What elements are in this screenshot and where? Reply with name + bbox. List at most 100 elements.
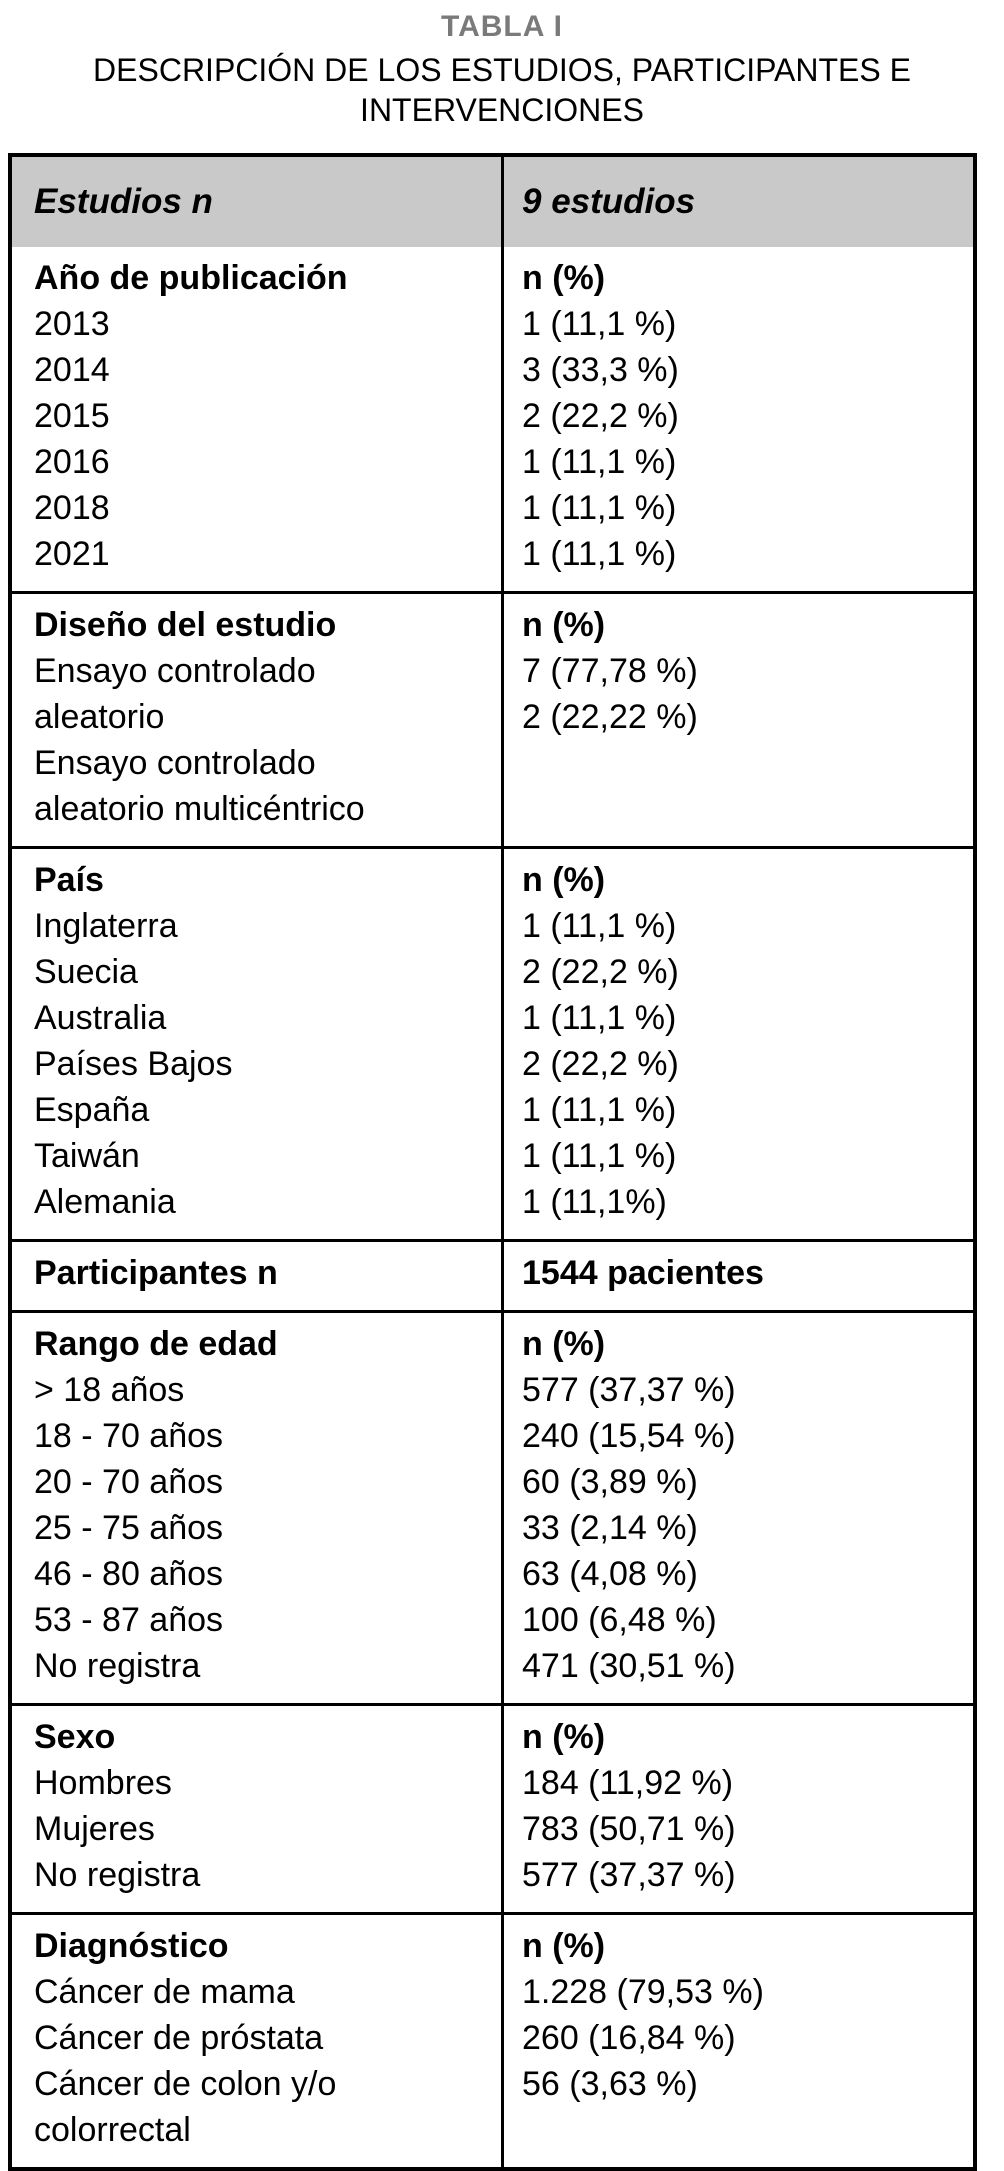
pais-right-line-6: 1 (11,1 %) xyxy=(522,1136,677,1175)
diagnostico-left-line-3: Cáncer de colon y/o xyxy=(34,2064,337,2103)
diagnostico-left-line-4: colorrectal xyxy=(34,2110,191,2149)
diseno-estudio-right-line-0: n (%) xyxy=(522,605,606,644)
rango-edad-left-line-5: 46 - 80 años xyxy=(34,1554,224,1593)
rango-edad-right-line-6: 100 (6,48 %) xyxy=(522,1600,717,1639)
pais-right-line-0: n (%) xyxy=(522,860,606,899)
anio-publicacion-left-line-2: 2014 xyxy=(34,350,110,389)
sexo-right-line-0: n (%) xyxy=(522,1717,606,1756)
sexo-left-line-3: No registra xyxy=(34,1855,201,1894)
diseno-estudio-left-cell: Diseño del estudio Ensayo controlado aleat… xyxy=(12,593,504,846)
anio-publicacion-right-line-5: 1 (11,1 %) xyxy=(522,488,677,527)
anio-publicacion-left-cell: Año de publicación 2013 2014 2015 2016 2018 20… xyxy=(12,246,504,591)
rango-edad-right-line-7: 471 (30,51 %) xyxy=(522,1646,736,1685)
participantes-right-cell: 1544 pacientes xyxy=(504,1242,973,1310)
rango-edad-right-line-5: 63 (4,08 %) xyxy=(522,1554,698,1593)
anio-publicacion-left-line-3: 2015 xyxy=(34,396,110,435)
table-header-left-label: Estudios n xyxy=(34,181,213,221)
anio-publicacion-right-line-1: 1 (11,1 %) xyxy=(522,304,677,343)
pais-right-line-7: 1 (11,1%) xyxy=(522,1182,667,1221)
rango-edad-right-line-0: n (%) xyxy=(522,1324,606,1363)
pais-left-cell: País Inglaterra Suecia Australia Países Bajo… xyxy=(12,848,504,1239)
anio-publicacion-left-line-6: 2021 xyxy=(34,534,110,573)
anio-publicacion-left-line-0: Año de publicación xyxy=(34,258,348,297)
table-section-sexo: Sexo Hombres Mujeres No registra n (%) 184 (1… xyxy=(12,1702,973,1912)
diagnostico-right-line-1: 1.228 (79,53 %) xyxy=(522,1972,764,2011)
table-section-diagnostico: Diagnóstico Cáncer de mama Cáncer de próst… xyxy=(12,1911,973,2167)
table-header-row: Estudios n 9 estudios xyxy=(12,156,973,247)
pais-left-line-6: Taiwán xyxy=(34,1136,140,1175)
anio-publicacion-left-line-1: 2013 xyxy=(34,304,110,343)
rango-edad-left-line-4: 25 - 75 años xyxy=(34,1508,224,1547)
diagnostico-right-line-3: 56 (3,63 %) xyxy=(522,2064,698,2103)
diseno-estudio-right-cell: n (%) 7 (77,78 %) 2 (22,22 %) xyxy=(504,594,973,846)
pais-right-line-5: 1 (11,1 %) xyxy=(522,1090,677,1129)
table-header-right-label: 9 estudios xyxy=(522,181,696,221)
rango-edad-left-line-0: Rango de edad xyxy=(34,1324,278,1363)
table-section-participantes: Participantes n 1544 pacientes xyxy=(12,1238,973,1310)
table-section-anio-publicacion: Año de publicación 2013 2014 2015 2016 2018 20… xyxy=(12,246,973,591)
anio-publicacion-right-line-0: n (%) xyxy=(522,258,606,297)
diseno-estudio-right-line-1: 7 (77,78 %) xyxy=(522,651,698,690)
diagnostico-left-line-1: Cáncer de mama xyxy=(34,1972,295,2011)
participantes-left-line-0: Participantes n xyxy=(34,1253,278,1292)
participantes-right-line-0: 1544 pacientes xyxy=(522,1253,764,1292)
anio-publicacion-right-line-6: 1 (11,1 %) xyxy=(522,534,677,573)
rango-edad-right-cell: n (%) 577 (37,37 %) 240 (15,54 %) 60 (3,89 … xyxy=(504,1313,973,1703)
rango-edad-right-line-4: 33 (2,14 %) xyxy=(522,1508,698,1547)
sexo-left-line-2: Mujeres xyxy=(34,1809,155,1848)
rango-edad-right-line-1: 577 (37,37 %) xyxy=(522,1370,736,1409)
diagnostico-right-line-2: 260 (16,84 %) xyxy=(522,2018,736,2057)
diagnostico-right-cell: n (%) 1.228 (79,53 %) 260 (16,84 %) 56 (3,6… xyxy=(504,1915,973,2167)
rango-edad-right-line-3: 60 (3,89 %) xyxy=(522,1462,698,1501)
table-subtitle: DESCRIPCIÓN DE LOS ESTUDIOS, PARTICIPANT… xyxy=(93,52,911,129)
diagnostico-left-line-0: Diagnóstico xyxy=(34,1926,229,1965)
sexo-left-line-1: Hombres xyxy=(34,1763,172,1802)
sexo-right-line-2: 783 (50,71 %) xyxy=(522,1809,736,1848)
pais-left-line-3: Australia xyxy=(34,998,167,1037)
diseno-estudio-left-line-4: aleatorio multicéntrico xyxy=(34,789,365,828)
table-section-pais: País Inglaterra Suecia Australia Países Bajo… xyxy=(12,845,973,1239)
sexo-right-line-3: 577 (37,37 %) xyxy=(522,1855,736,1894)
rango-edad-right-line-2: 240 (15,54 %) xyxy=(522,1416,736,1455)
pais-right-line-2: 2 (22,2 %) xyxy=(522,952,679,991)
pais-left-line-5: España xyxy=(34,1090,150,1129)
sexo-right-cell: n (%) 184 (11,92 %) 783 (50,71 %) 577 (37,3… xyxy=(504,1706,973,1912)
diseno-estudio-left-line-2: aleatorio xyxy=(34,697,165,736)
pais-left-line-1: Inglaterra xyxy=(34,906,178,945)
sexo-right-line-1: 184 (11,92 %) xyxy=(522,1763,734,1802)
rango-edad-left-cell: Rango de edad > 18 años 18 - 70 años 20 - 7… xyxy=(12,1312,504,1703)
studies-table: Estudios n 9 estudios Año de publicación… xyxy=(8,152,977,2171)
diagnostico-right-line-0: n (%) xyxy=(522,1926,606,1965)
table-section-diseno-estudio: Diseño del estudio Ensayo controlado aleat… xyxy=(12,590,973,846)
table-section-rango-edad: Rango de edad > 18 años 18 - 70 años 20 - 7… xyxy=(12,1309,973,1703)
pais-left-line-2: Suecia xyxy=(34,952,138,991)
pais-right-cell: n (%) 1 (11,1 %) 2 (22,2 %) 1 (11,1 %) 2 (22… xyxy=(504,849,973,1239)
diseno-estudio-left-line-1: Ensayo controlado xyxy=(34,651,316,690)
rango-edad-left-line-6: 53 - 87 años xyxy=(34,1600,224,1639)
participantes-left-cell: Participantes n xyxy=(12,1241,504,1310)
sexo-left-cell: Sexo Hombres Mujeres No registra xyxy=(12,1705,504,1912)
diseno-estudio-right-line-2: 2 (22,22 %) xyxy=(522,697,698,736)
table-header-left-cell: Estudios n xyxy=(12,156,504,247)
table-header-right-cell: 9 estudios xyxy=(504,157,973,247)
table-sections: Año de publicación 2013 2014 2015 2016 2018 20… xyxy=(12,246,973,2167)
diagnostico-left-cell: Diagnóstico Cáncer de mama Cáncer de próst… xyxy=(12,1914,504,2167)
rango-edad-left-line-1: > 18 años xyxy=(34,1370,185,1409)
anio-publicacion-right-line-3: 2 (22,2 %) xyxy=(522,396,679,435)
pais-left-line-0: País xyxy=(34,860,104,899)
pais-right-line-1: 1 (11,1 %) xyxy=(522,906,677,945)
anio-publicacion-right-cell: n (%) 1 (11,1 %) 3 (33,3 %) 2 (22,2 %) 1 (11… xyxy=(504,247,973,591)
pais-left-line-7: Alemania xyxy=(34,1182,176,1221)
anio-publicacion-right-line-2: 3 (33,3 %) xyxy=(522,350,679,389)
pais-right-line-3: 1 (11,1 %) xyxy=(522,998,677,1037)
pais-right-line-4: 2 (22,2 %) xyxy=(522,1044,679,1083)
diseno-estudio-left-line-3: Ensayo controlado xyxy=(34,743,316,782)
anio-publicacion-right-line-4: 1 (11,1 %) xyxy=(522,442,677,481)
table-number-title: TABLA I xyxy=(441,10,563,43)
diseno-estudio-left-line-0: Diseño del estudio xyxy=(34,605,337,644)
rango-edad-left-line-3: 20 - 70 años xyxy=(34,1462,224,1501)
sexo-left-line-0: Sexo xyxy=(34,1717,116,1756)
rango-edad-left-line-7: No registra xyxy=(34,1646,201,1685)
anio-publicacion-left-line-4: 2016 xyxy=(34,442,110,481)
